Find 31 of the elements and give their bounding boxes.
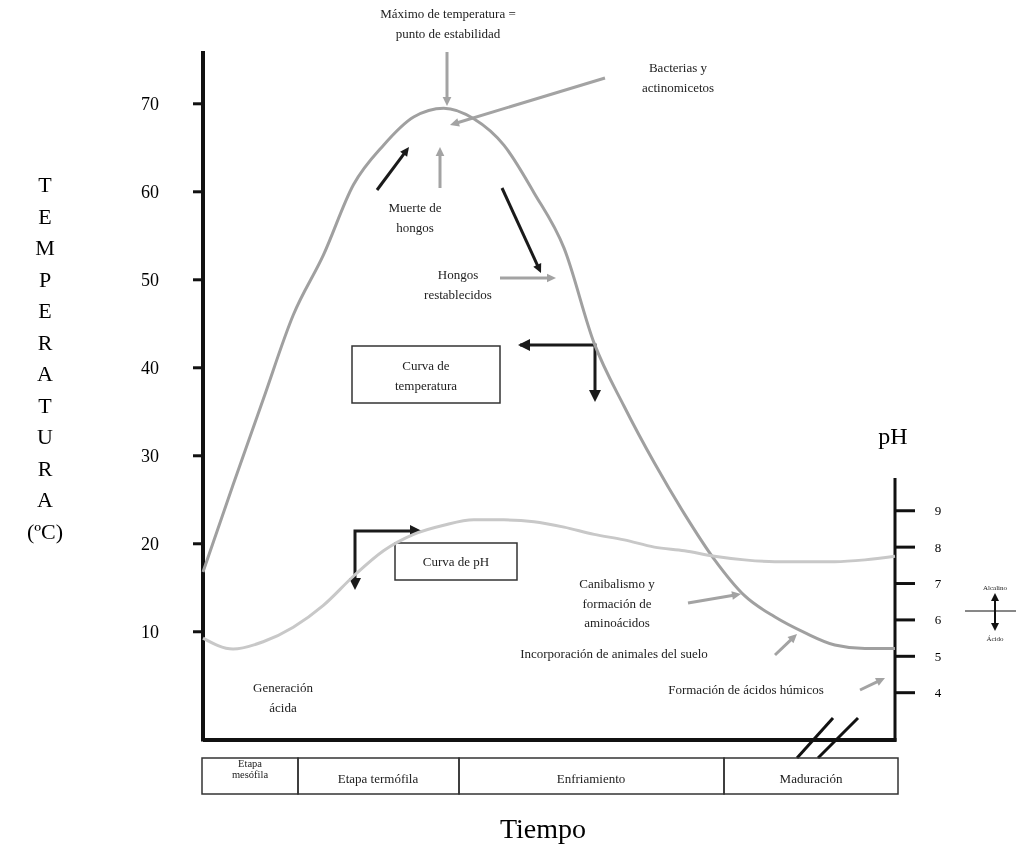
y2-tick-label: 7 (934, 576, 942, 592)
y2-axis-title: pH (878, 423, 908, 449)
y2-tick-label: 5 (934, 648, 942, 664)
text: Maduración (779, 770, 843, 786)
annotation: Curva de temperatura (394, 358, 458, 393)
annotation: Generación ácida (253, 680, 314, 715)
annotation: Canibalismo y formación de aminoácidos (579, 576, 656, 630)
x-axis-title: Tiempo (499, 813, 587, 844)
text: TEMPERATURA (ºC) (26, 172, 64, 544)
text: Enfriamiento (556, 770, 626, 786)
annotation: Curva de pH (422, 554, 490, 569)
y-tick-label: 30 (141, 446, 159, 467)
y-tick-label: 50 (141, 270, 159, 291)
annotation: Hongos restablecidos (424, 267, 492, 302)
y2-tick-label: 8 (934, 539, 942, 555)
y2-tick-label: 6 (934, 612, 942, 628)
text: Etapa termófila (337, 770, 419, 786)
annotation: Formación de ácidos húmicos (668, 682, 824, 697)
text: Máximo de temperatura = punto de estabilidad (380, 6, 516, 41)
text: Etapa mesófila (231, 757, 269, 781)
line-series (201, 518, 897, 651)
y-tick-label: 60 (141, 182, 159, 203)
annotation: Muerte de hongos (388, 200, 442, 235)
y-tick-label: 40 (141, 358, 159, 379)
y2-tick-label: 9 (934, 503, 942, 519)
y-tick-label: 10 (141, 622, 159, 643)
annotation: Incorporación de animales del suelo (520, 646, 708, 661)
y-tick-label: 70 (141, 94, 159, 115)
y-tick-label: 20 (141, 534, 159, 555)
y2-tick-label: 4 (934, 685, 942, 701)
annotation: Bacterias y actinomicetos (641, 60, 715, 95)
